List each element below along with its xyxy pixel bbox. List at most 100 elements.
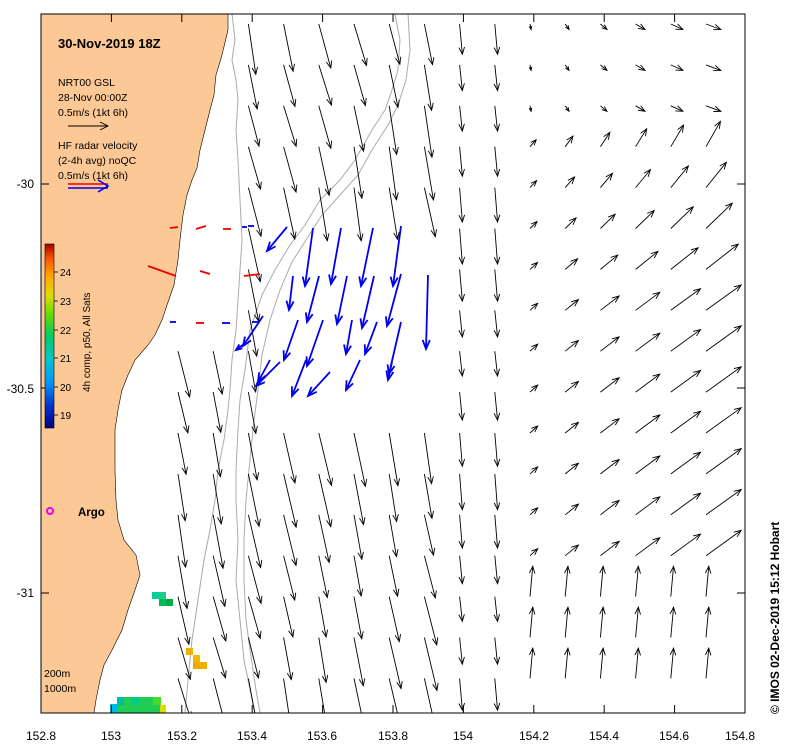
model-vector xyxy=(705,64,722,72)
model-vector xyxy=(564,339,580,352)
model-vector xyxy=(283,555,297,602)
model-vector xyxy=(635,373,661,393)
model-vector xyxy=(635,23,647,31)
model-vector xyxy=(529,547,539,557)
model-vector xyxy=(599,565,606,597)
model-vector xyxy=(705,529,743,557)
model-vector xyxy=(423,637,439,692)
model-vector xyxy=(177,391,190,435)
model-vector xyxy=(529,466,539,475)
model-vector xyxy=(318,64,333,107)
model-vector xyxy=(353,64,367,107)
model-vector xyxy=(529,384,539,393)
model-vector xyxy=(177,637,192,681)
x-tick-label: 153.6 xyxy=(307,729,337,743)
model-vector xyxy=(212,473,224,526)
x-tick-label: 153 xyxy=(101,729,121,743)
colorbar-tick-label: 24 xyxy=(60,268,72,279)
model-vector xyxy=(212,514,225,570)
model-vector xyxy=(564,217,577,229)
y-tick-label: -30 xyxy=(17,177,35,191)
model-vector xyxy=(670,23,685,31)
model-vector xyxy=(353,514,364,561)
model-vector xyxy=(283,514,298,567)
radar-vector xyxy=(305,319,324,369)
model-vector xyxy=(283,432,297,485)
axis-ticks xyxy=(40,14,746,713)
model-vector xyxy=(458,146,465,178)
legend-radar-scale: 0.5m/s (1kt 6h) xyxy=(58,170,128,182)
model-vector xyxy=(600,377,621,393)
model-vector xyxy=(600,295,621,311)
model-vector xyxy=(353,678,362,713)
model-vector xyxy=(388,473,399,523)
model-vector xyxy=(564,646,571,679)
radar-vector xyxy=(389,225,402,289)
model-vector xyxy=(635,496,661,516)
radar-vector xyxy=(328,227,342,287)
model-vector xyxy=(705,105,722,112)
radar-vector xyxy=(344,359,361,393)
model-vector xyxy=(318,23,333,70)
radar-vector xyxy=(282,319,299,363)
model-vector xyxy=(635,168,652,188)
model-vector xyxy=(670,492,702,516)
model-vector xyxy=(635,414,661,434)
model-vector xyxy=(212,392,223,434)
map-title: 30-Nov-2019 18Z xyxy=(58,36,161,51)
model-vector xyxy=(600,64,608,72)
model-vector xyxy=(353,23,368,67)
model-vector xyxy=(528,646,536,679)
model-vector xyxy=(670,328,702,352)
contour-2000m xyxy=(243,14,411,713)
model-vector xyxy=(177,678,192,713)
argo-float-marker xyxy=(46,507,54,515)
model-vector xyxy=(458,64,465,92)
model-vector xyxy=(600,336,621,352)
model-vector xyxy=(423,596,439,646)
model-vector xyxy=(423,187,437,238)
model-vector xyxy=(423,555,437,599)
model-vector xyxy=(529,179,538,188)
model-vector xyxy=(388,23,402,66)
radar-vector xyxy=(256,359,271,385)
radar-vector xyxy=(301,227,314,289)
colorbar-label: 4h comp, p50, All Sats xyxy=(82,292,93,392)
model-vector xyxy=(423,146,436,202)
model-vector xyxy=(283,637,294,681)
model-vector xyxy=(283,23,295,73)
model-vector xyxy=(247,473,261,528)
model-vector xyxy=(493,678,501,712)
radar-vector xyxy=(291,359,307,399)
model-vector xyxy=(635,105,647,112)
model-vector xyxy=(493,146,501,178)
model-vector xyxy=(670,105,685,112)
model-vector xyxy=(493,23,501,56)
sst-pixels xyxy=(110,592,207,713)
model-vector xyxy=(564,257,579,270)
model-vector xyxy=(600,417,621,434)
model-vector xyxy=(635,536,661,557)
model-vector xyxy=(388,187,400,241)
radar-vector xyxy=(306,371,331,398)
model-vector xyxy=(318,187,330,242)
model-vector xyxy=(177,596,191,646)
model-vector xyxy=(634,606,641,638)
model-vector xyxy=(388,64,400,109)
model-vector xyxy=(353,432,368,488)
model-vector xyxy=(177,555,190,610)
colorbar-tick-label: 23 xyxy=(60,297,72,308)
legend-radar-avg: (2-4h avg) noQC xyxy=(58,155,137,167)
model-vector xyxy=(212,678,225,713)
model-vector xyxy=(318,146,331,197)
radar-vector xyxy=(285,275,295,313)
model-vector xyxy=(599,606,606,638)
model-vector xyxy=(529,507,539,516)
model-vector xyxy=(318,473,333,528)
model-vector xyxy=(283,64,297,108)
model-vector xyxy=(177,514,188,569)
model-vector xyxy=(670,369,702,393)
model-vector xyxy=(600,254,619,270)
model-vector xyxy=(493,473,501,511)
x-tick-label: 153.4 xyxy=(237,729,267,743)
